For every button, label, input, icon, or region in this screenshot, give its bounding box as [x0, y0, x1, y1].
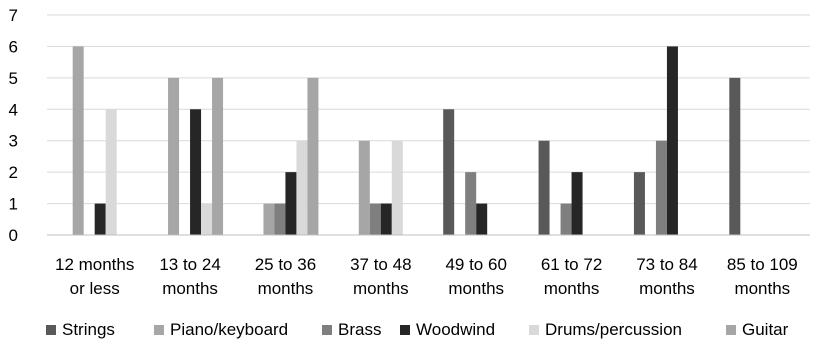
legend: Strings Piano/keyboard Brass Woodwind Drums/…: [46, 320, 789, 339]
x-category-label: 49 to 60: [445, 255, 506, 274]
bar-brass: [560, 203, 572, 235]
bar-piano-keyboard: [263, 203, 275, 235]
bar-drums-percussion: [391, 140, 403, 235]
legend-swatch: [400, 325, 410, 335]
x-category-label: months: [258, 279, 314, 298]
y-tick-label: 7: [9, 6, 18, 25]
bar-woodwind: [285, 172, 297, 235]
bars: [72, 46, 741, 235]
y-tick-label: 0: [9, 226, 18, 245]
x-category-label: 85 to 109: [727, 255, 798, 274]
x-category-label: months: [734, 279, 790, 298]
legend-swatch: [46, 325, 56, 335]
bar-piano-keyboard: [168, 77, 180, 235]
bar-drums-percussion: [201, 203, 213, 235]
x-category-label: 37 to 48: [350, 255, 411, 274]
y-tick-label: 2: [9, 163, 18, 182]
bar-strings: [443, 109, 455, 235]
bar-guitar: [307, 77, 319, 235]
bar-strings: [538, 140, 550, 235]
bar-strings: [633, 172, 645, 235]
y-tick-label: 4: [9, 100, 18, 119]
x-category-label: months: [544, 279, 600, 298]
bar-woodwind: [666, 46, 678, 235]
bar-woodwind: [380, 203, 392, 235]
x-category-label: or less: [70, 279, 120, 298]
bar-strings: [729, 77, 741, 235]
x-category-label: months: [639, 279, 695, 298]
bar-piano-keyboard: [72, 46, 84, 235]
bar-woodwind: [190, 109, 202, 235]
bar-guitar: [212, 77, 224, 235]
x-category-label: months: [162, 279, 218, 298]
bar-piano-keyboard: [358, 140, 370, 235]
x-axis-category-labels: 12 months or less 13 to 24 months 25 to 36 mo…: [55, 255, 798, 298]
y-axis-tick-labels: 0 1 2 3 4 5 6 7: [9, 6, 18, 245]
bar-woodwind: [94, 203, 106, 235]
x-category-label: 13 to 24: [159, 255, 220, 274]
bar-drums-percussion: [296, 140, 308, 235]
y-tick-label: 3: [9, 132, 18, 151]
x-category-label: 61 to 72: [541, 255, 602, 274]
x-category-label: 12 months: [55, 255, 134, 274]
y-tick-label: 1: [9, 195, 18, 214]
x-category-label: 25 to 36: [255, 255, 316, 274]
bar-brass: [274, 203, 286, 235]
x-category-label: 73 to 84: [636, 255, 697, 274]
legend-label: Drums/percussion: [545, 320, 682, 339]
legend-swatch: [154, 325, 164, 335]
y-tick-label: 6: [9, 37, 18, 56]
bar-drums-percussion: [105, 109, 117, 235]
gridlines: [47, 14, 810, 205]
x-category-label: months: [448, 279, 504, 298]
bar-brass: [655, 140, 667, 235]
legend-label: Strings: [62, 320, 115, 339]
bar-woodwind: [476, 203, 488, 235]
x-category-label: months: [353, 279, 409, 298]
bar-brass: [465, 172, 477, 235]
bar-brass: [369, 203, 381, 235]
y-tick-label: 5: [9, 69, 18, 88]
legend-label: Brass: [338, 320, 381, 339]
legend-label: Woodwind: [416, 320, 495, 339]
legend-label: Piano/keyboard: [170, 320, 288, 339]
legend-swatch: [726, 325, 736, 335]
legend-swatch: [529, 325, 539, 335]
bar-woodwind: [571, 172, 583, 235]
legend-label: Guitar: [742, 320, 789, 339]
legend-swatch: [322, 325, 332, 335]
